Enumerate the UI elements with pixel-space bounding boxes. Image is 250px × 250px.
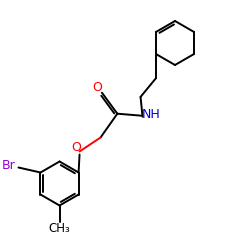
Text: O: O xyxy=(92,81,102,94)
Text: Br: Br xyxy=(2,159,15,172)
Text: CH₃: CH₃ xyxy=(49,222,70,235)
Text: NH: NH xyxy=(142,108,161,121)
Text: O: O xyxy=(72,141,82,154)
